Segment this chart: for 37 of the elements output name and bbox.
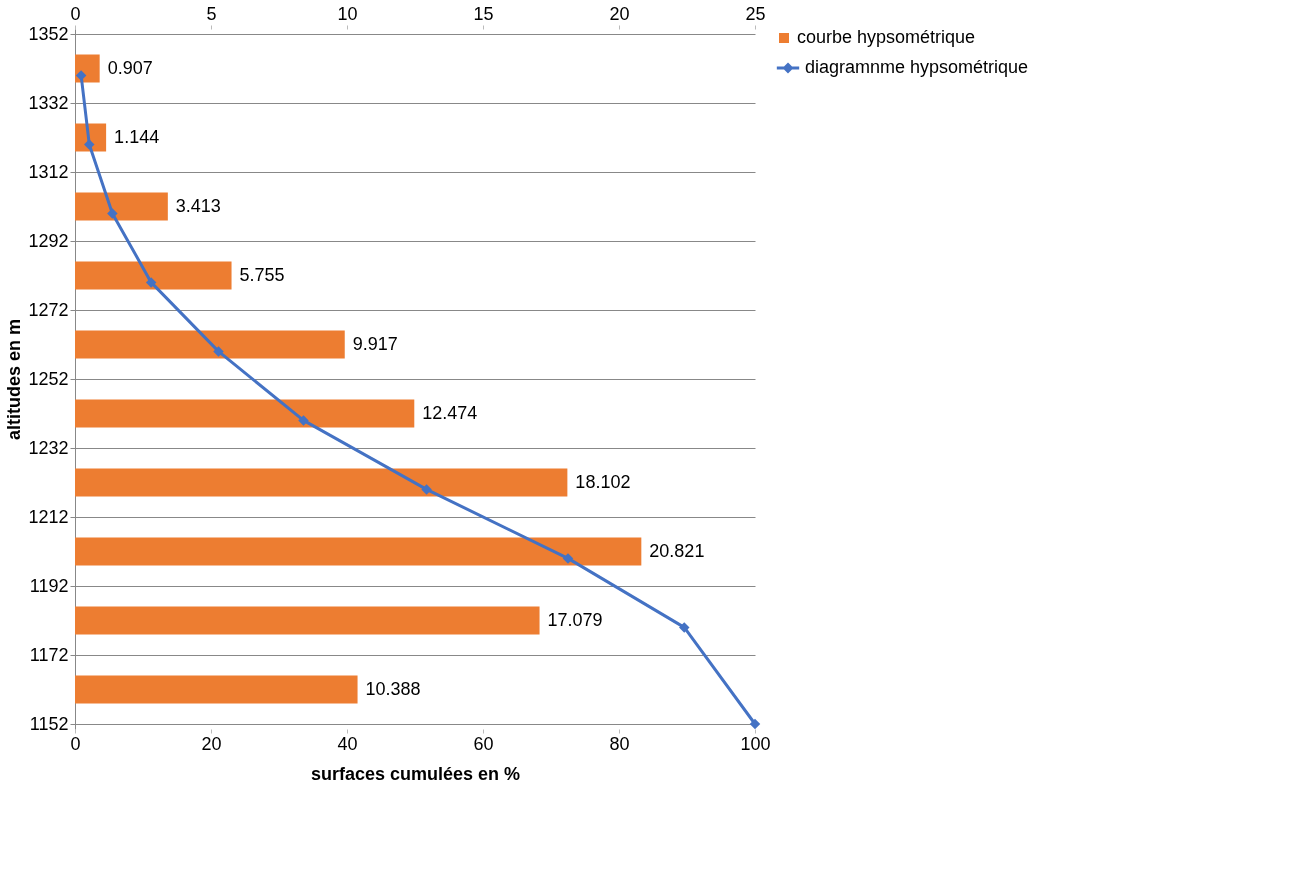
x-tick-label: 100 [740, 733, 771, 754]
data-label: 3.413 [175, 195, 221, 216]
x2-tick-label: 15 [473, 3, 494, 24]
x-tick-label: 20 [201, 733, 222, 754]
x-tick-label: 40 [337, 733, 358, 754]
y-tick-label: 1212 [28, 506, 69, 527]
x-tick-label: 60 [473, 733, 494, 754]
data-label: 9.917 [352, 333, 398, 354]
x-tick-label: 0 [70, 733, 81, 754]
legend-label: courbe hypsométrique [797, 27, 976, 47]
data-label: 0.907 [107, 57, 153, 78]
data-label: 1.144 [114, 126, 160, 147]
y-tick-label: 1152 [29, 713, 69, 734]
data-label: 20.821 [649, 540, 705, 561]
y-tick-label: 1252 [28, 368, 69, 389]
data-label: 5.755 [239, 264, 285, 285]
y-tick-label: 1352 [28, 23, 69, 44]
x2-tick-label: 5 [206, 3, 217, 24]
x-tick-label: 80 [609, 733, 630, 754]
data-label: 12.474 [422, 402, 478, 423]
x-axis-title: surfaces cumulées en % [310, 763, 521, 784]
y-tick-label: 1332 [28, 92, 69, 113]
x2-tick-label: 10 [337, 3, 358, 24]
legend-label: diagramnme hypsométrique [805, 57, 1029, 77]
y-tick-label: 1172 [29, 644, 69, 665]
y-tick-label: 1312 [28, 161, 69, 182]
y-tick-label: 1192 [29, 575, 69, 596]
y-tick-label: 1232 [28, 437, 69, 458]
x2-tick-label: 25 [745, 3, 766, 24]
data-label: 10.388 [365, 678, 421, 699]
data-label: 18.102 [575, 471, 631, 492]
data-label: 17.079 [547, 609, 603, 630]
y-tick-label: 1292 [28, 230, 69, 251]
x2-tick-label: 0 [70, 3, 81, 24]
y-axis-title: altitudes en m [4, 318, 25, 441]
y-tick-label: 1272 [28, 299, 69, 320]
x2-tick-label: 20 [609, 3, 630, 24]
